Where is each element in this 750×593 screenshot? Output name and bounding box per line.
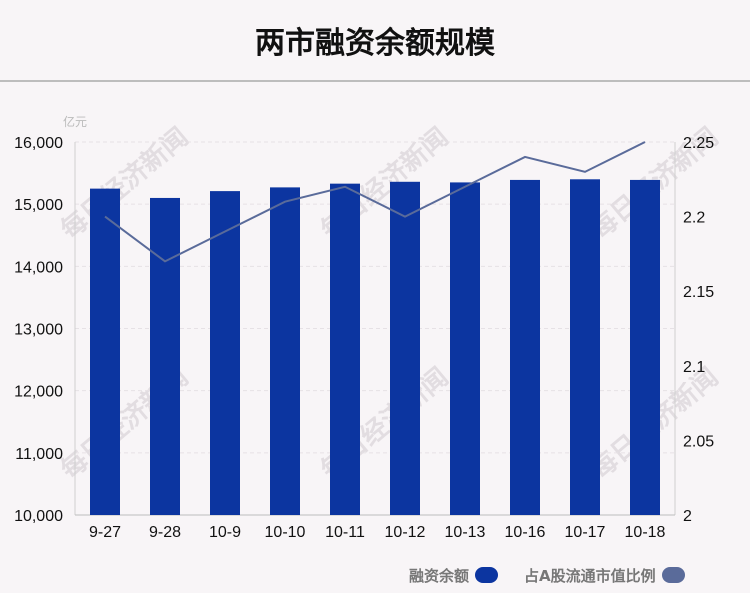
y-left-tick-label: 13,000 — [14, 322, 63, 339]
y-left-tick-label: 15,000 — [14, 197, 63, 214]
bar — [630, 179, 660, 515]
y-right-tick-label: 2.05 — [683, 433, 714, 450]
y-left-tick-label: 12,000 — [14, 384, 63, 401]
bar — [450, 182, 480, 516]
y-right-tick-label: 2.2 — [683, 210, 705, 227]
legend-swatch-balance — [475, 567, 499, 583]
x-tick-label: 10-10 — [265, 524, 306, 541]
bar — [510, 179, 540, 515]
legend-label-ratio: 占A股流通市值比例 — [524, 566, 656, 585]
bar — [570, 179, 600, 516]
x-tick-label: 10-17 — [565, 524, 606, 541]
line-series — [104, 141, 646, 263]
legend-swatch-ratio — [661, 567, 685, 583]
x-tick-label: 9-28 — [149, 524, 181, 541]
x-tick-label: 10-16 — [505, 524, 546, 541]
bar — [150, 197, 180, 515]
title-divider — [0, 80, 750, 82]
bar — [90, 188, 120, 515]
bar-series — [90, 179, 660, 516]
y-left-tick-label: 10,000 — [14, 508, 63, 525]
y-right-tick-label: 2.25 — [683, 135, 714, 152]
y-right-tick-label: 2 — [683, 508, 692, 525]
ratio-line — [104, 141, 646, 263]
legend: 融资余额 占A股流通市值比例 — [409, 563, 685, 587]
legend-label-balance: 融资余额 — [409, 566, 470, 585]
y-right-tick-label: 2.15 — [683, 284, 714, 301]
y-left-tick-label: 16,000 — [14, 135, 63, 152]
y-left-unit-label: 亿元 — [63, 114, 87, 129]
bar — [390, 181, 420, 515]
x-tick-label: 9-27 — [89, 524, 121, 541]
y-right-tick-label: 2.1 — [683, 359, 705, 376]
x-tick-label: 10-18 — [625, 524, 666, 541]
tick-labels: 10,000 11,000 12,000 13,000 14,000 15,000 16,0… — [14, 135, 714, 541]
bar — [330, 183, 360, 515]
x-tick-label: 10-13 — [445, 524, 486, 541]
bar — [210, 191, 240, 515]
x-tick-label: 10-9 — [209, 524, 241, 541]
y-left-tick-label: 14,000 — [14, 259, 63, 276]
y-left-tick-label: 11,000 — [15, 446, 63, 463]
chart-title: 两市融资余额规模 — [255, 26, 495, 61]
x-tick-label: 10-11 — [325, 524, 365, 541]
bar — [270, 187, 300, 516]
x-tick-label: 10-12 — [385, 524, 426, 541]
